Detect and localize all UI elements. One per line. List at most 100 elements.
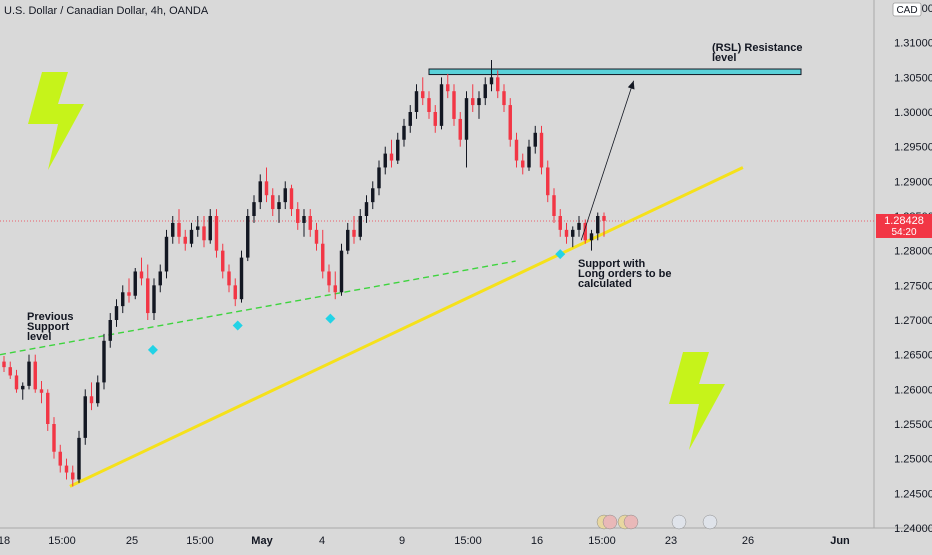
- price-tick-label: 1.27500: [894, 280, 932, 292]
- time-tick-label: 26: [742, 535, 754, 547]
- candle-body: [202, 226, 206, 241]
- candle-body: [427, 98, 431, 112]
- candle-body: [114, 306, 119, 320]
- price-tick-label: 1.26000: [894, 384, 932, 396]
- support-label-line-2: Long orders to be: [578, 268, 672, 280]
- currency-badge-box: [892, 2, 922, 17]
- candle-body: [171, 222, 175, 237]
- candle-body: [496, 77, 500, 92]
- resistance-label-line-2: level: [712, 52, 736, 64]
- projection-arrow[interactable]: [580, 80, 635, 241]
- candle-body: [321, 243, 325, 272]
- candle-body: [108, 320, 112, 341]
- candle-body: [2, 361, 6, 368]
- candle-body: [33, 361, 37, 390]
- candles-group: [2, 60, 606, 487]
- candle-body: [352, 229, 356, 237]
- candle-body: [164, 236, 169, 272]
- time-tick-label: 16: [531, 535, 543, 547]
- time-axis[interactable]: 18 15:00 25 15:00 May 4 9 15:00 16 15:00 23 26 Jun: [0, 535, 850, 547]
- resistance-box[interactable]: [428, 68, 802, 76]
- diamond-marker-icon: [147, 344, 158, 355]
- candle-body: [177, 222, 181, 237]
- candle-body: [389, 153, 394, 161]
- time-tick-label: 18: [0, 535, 10, 547]
- last-price-tag[interactable]: 1.28428 54:20: [876, 213, 932, 238]
- candle-body: [152, 285, 156, 314]
- candle-body: [208, 216, 212, 241]
- candle-body: [27, 361, 31, 386]
- candle-body: [89, 396, 94, 404]
- candle-body: [189, 229, 194, 244]
- price-tick-label: 1.26500: [894, 350, 932, 362]
- arrowhead: [627, 80, 635, 90]
- time-tick-label: 15:00: [48, 535, 76, 547]
- candle-body: [64, 465, 69, 473]
- candle-body: [377, 167, 381, 189]
- time-tick-label: May: [251, 535, 273, 547]
- annotation-support[interactable]: Support with Long orders to be calculate…: [578, 258, 672, 290]
- annotation-resistance[interactable]: (RSL) Resistance level: [712, 42, 802, 64]
- candle-body: [196, 226, 200, 230]
- candle-body: [127, 292, 131, 296]
- time-tick-label: 9: [399, 535, 405, 547]
- candle-body: [546, 167, 550, 196]
- resistance-label-line-1: (RSL) Resistance: [712, 42, 802, 54]
- candle-body: [258, 181, 262, 203]
- flag-icons-row[interactable]: [596, 514, 718, 530]
- candle-body: [458, 118, 462, 140]
- candle-body: [333, 285, 337, 293]
- annotation-previous[interactable]: Previous Support level: [27, 311, 73, 343]
- price-tick-label: 1.30000: [894, 107, 932, 119]
- candle-body: [246, 216, 250, 258]
- candle-body: [289, 188, 294, 210]
- candle-body: [277, 202, 281, 210]
- previous-support-line[interactable]: [0, 260, 516, 356]
- diamond-marker-icon: [555, 249, 566, 260]
- candle-body: [58, 451, 62, 466]
- time-tick-label: Jun: [830, 535, 850, 547]
- currency-badge[interactable]: CAD: [892, 2, 922, 17]
- time-tick-label: 15:00: [454, 535, 482, 547]
- candle-body: [83, 396, 87, 438]
- candle-body: [133, 271, 137, 296]
- ca-flag-icon-2[interactable]: [623, 514, 639, 530]
- rising-trendline[interactable]: [69, 166, 744, 488]
- candle-body: [452, 91, 456, 119]
- price-tag-box: [876, 213, 932, 238]
- us-flag-icon-4[interactable]: [702, 514, 718, 530]
- candle-body: [77, 437, 81, 480]
- candle-body: [183, 236, 187, 244]
- price-tick-label: 1.29000: [894, 176, 932, 188]
- candle-body: [339, 250, 344, 293]
- candle-body: [596, 216, 600, 234]
- price-tick-label: 1.30500: [894, 72, 932, 84]
- price-tick-label: 1.24500: [894, 488, 932, 500]
- candle-body: [477, 98, 481, 106]
- time-tick-label: 25: [126, 535, 138, 547]
- candle-body: [571, 229, 575, 237]
- candle-body: [264, 181, 269, 196]
- candle-body: [408, 112, 412, 126]
- ca-flag-icon[interactable]: [602, 514, 618, 530]
- candle-body: [296, 209, 300, 223]
- candle-body: [539, 132, 544, 168]
- candle-body: [46, 392, 50, 424]
- support-label-line-1: Support with: [578, 258, 645, 270]
- candle-body: [158, 271, 162, 286]
- candle-body: [564, 229, 569, 237]
- candle-body: [52, 424, 56, 452]
- candle-body: [308, 216, 312, 230]
- candle-body: [521, 160, 525, 168]
- candle-body: [283, 188, 287, 203]
- candle-body: [558, 216, 562, 230]
- previous-label-line-2: Support: [27, 321, 69, 333]
- candle-body: [364, 202, 369, 216]
- candle-body: [227, 271, 231, 286]
- candle-body: [71, 472, 75, 480]
- time-tick-label: 15:00: [588, 535, 616, 547]
- us-flag-icon-3[interactable]: [671, 514, 687, 530]
- candle-body: [471, 98, 475, 106]
